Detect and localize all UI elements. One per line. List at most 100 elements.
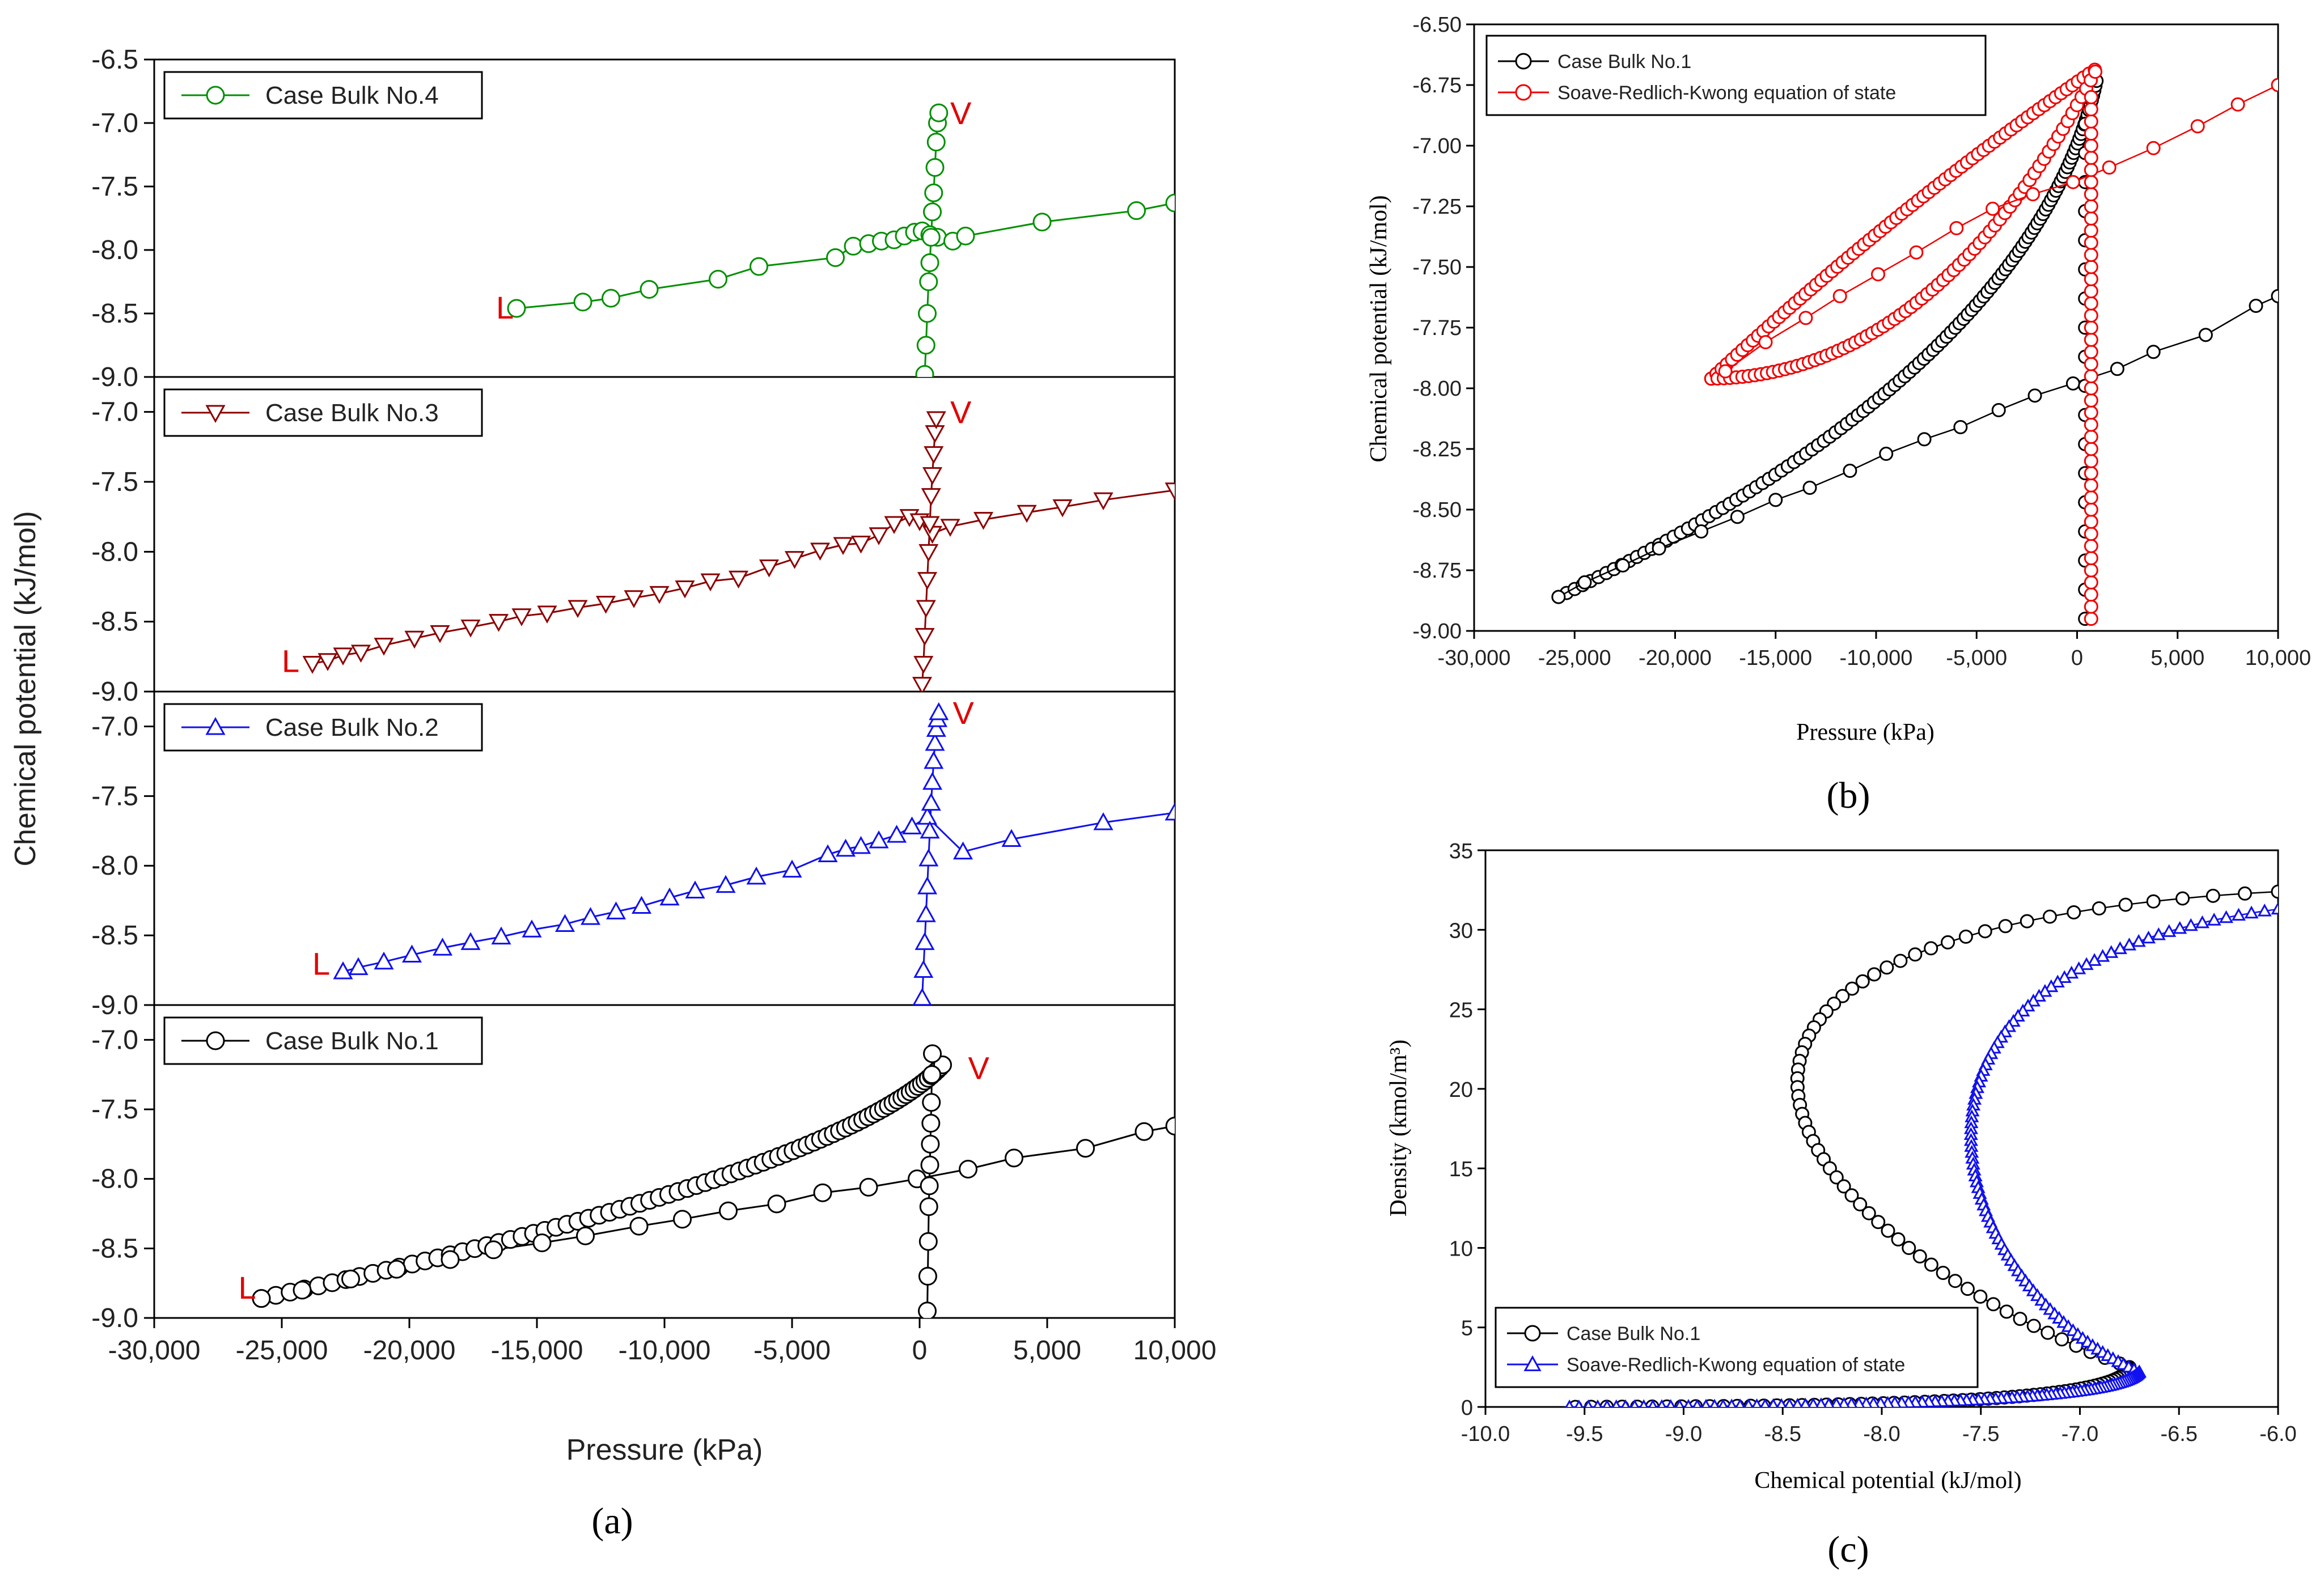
panel-a3-data-point	[973, 512, 994, 530]
panel-c-bulk-point	[2067, 905, 2081, 920]
panel-a-layer: -6.5 -7.0 -7.5 -8.0 -8.5 -9.0 Case Bulk No.4 L V…	[91, 45, 1216, 1366]
panel-c-bulk-point	[2146, 894, 2161, 909]
panel-a-frame	[153, 58, 1176, 1319]
panel-a3-annotation-v: V	[950, 395, 972, 430]
panel-a4-ytick-label: -8.0	[91, 235, 138, 265]
panel-c-legend-label-2: Soave-Redlich-Kwong equation of state	[1567, 1354, 1905, 1376]
panel-a2-data-point	[685, 880, 705, 898]
panel-b-bulk-point	[1879, 447, 1894, 461]
panel-c-srk-point	[1639, 1399, 1648, 1407]
panel-c-bulk-point	[2042, 909, 2057, 924]
panel-c-srk-point	[2231, 908, 2246, 921]
panel-c-bulk-point	[2020, 914, 2034, 929]
panel-c-xtick-label: -9.5	[1566, 1422, 1603, 1446]
panel-c-srk-point	[2162, 924, 2177, 937]
panel-a2-ytick-label: -7.0	[91, 711, 138, 741]
panel-c-ytick-label: 30	[1449, 919, 1473, 943]
panel-a3-data-point	[728, 570, 749, 589]
panel-c-srk-point	[1760, 1398, 1770, 1407]
panel-c-bulk-point	[1948, 1274, 1962, 1288]
panel-a4-vertical-point	[920, 253, 939, 272]
panel-c-srk-point	[2096, 949, 2110, 962]
panel-a3-data-point	[884, 516, 904, 535]
panel-a1-data-point	[441, 1250, 460, 1269]
panel-c-xtick-label: -6.0	[2259, 1422, 2296, 1446]
panel-b-bulk-point	[2027, 388, 2042, 403]
panel-a3-data-point	[595, 596, 616, 614]
panel-b-srk-vertical-point	[2084, 612, 2098, 626]
panel-a-xtick-label: -10,000	[619, 1336, 711, 1366]
panel-a1-legend-label: Case Bulk No.1	[265, 1027, 439, 1055]
panel-b-bulk-point	[1551, 590, 1566, 604]
panel-b-ytick-label: -7.50	[1412, 256, 1462, 279]
panel-b-legend-label-1: Case Bulk No.1	[1557, 51, 1691, 73]
panel-a3-data-point	[404, 630, 425, 649]
panel-a1-vertical-point	[922, 1093, 941, 1112]
panel-a1-annotation-l: L	[239, 1270, 256, 1305]
panel-a1-dense-line	[261, 1064, 943, 1300]
panel-c-srk-point	[2183, 918, 2198, 931]
panel-a1-data-point	[252, 1289, 271, 1308]
panel-c-srk-point	[1603, 1399, 1611, 1407]
panel-a3-data-point	[940, 519, 960, 537]
panel-a3-ytick-label: -8.0	[91, 537, 138, 567]
panel-c-srk-point	[1692, 1398, 1702, 1407]
panel-c-srk-point	[2122, 938, 2137, 951]
panel-c-xtick-label: -6.5	[2161, 1422, 2198, 1446]
panel-a3-vertical-point	[924, 446, 944, 464]
panel-c-srk-point	[1807, 1397, 1819, 1407]
panel-a3-data-point	[833, 537, 853, 556]
panel-b-srk-point	[1986, 201, 2000, 216]
panel-c-bulk-point	[2026, 1319, 2041, 1333]
panel-a2-data-point	[869, 830, 889, 849]
panel-b-srk-point	[1832, 289, 1847, 303]
panel-a4-ytick-label: -8.5	[91, 299, 138, 329]
panel-a1-data-point	[1005, 1148, 1023, 1168]
panel-b-srk-vertical-point	[2084, 223, 2098, 238]
panel-a4-data-point	[844, 236, 863, 256]
panel-a-ylabel: Chemical potential (kJ/mol)	[9, 511, 42, 866]
panel-c-bulk-point	[2118, 897, 2133, 912]
panel-b-srk-vertical-point	[2084, 138, 2098, 153]
panel-c-srk-point	[1853, 1396, 1865, 1407]
panel-c-srk-point	[1718, 1398, 1728, 1407]
panel-b-srk-vertical-point	[2084, 114, 2098, 129]
panel-b-srk-vertical-point	[2084, 235, 2098, 250]
panel-c-srk-point	[1792, 1397, 1803, 1407]
panel-c-srk-point	[1684, 1398, 1693, 1407]
panel-a1-vertical-point	[920, 1176, 939, 1196]
panel-c-srk-point	[2057, 970, 2072, 983]
panel-a2-vertical-point	[912, 987, 932, 1005]
panel-a3-annotation-l: L	[282, 643, 299, 679]
panel-b-srk-vertical-point	[2084, 502, 2098, 517]
panel-b-srk-vertical-point	[2084, 211, 2098, 226]
panel-a2-data-point	[1093, 812, 1114, 830]
panel-b-srk-vertical-point	[2084, 90, 2098, 104]
panel-c-srk-point	[1845, 1397, 1857, 1407]
panel-a4-data-point	[750, 257, 768, 276]
panel-c-chart: 0 5 10 15 20 25 30 35 -10.0 -9.5 -9.0 -8.5 -8.0 -7.5 -…	[1386, 840, 2297, 1570]
panel-c-srk-point	[2141, 930, 2156, 944]
panel-b-bulk-point	[1843, 464, 1857, 478]
panel-b-ytick-label: -9.00	[1412, 620, 1462, 643]
panel-b-srk-vertical-point	[2084, 466, 2098, 481]
panel-c-bulk-point	[2237, 886, 2252, 901]
panel-c-srk-point	[1710, 1398, 1720, 1407]
panel-b-srk-point	[2026, 187, 2041, 202]
panel-c-srk-point	[2113, 941, 2127, 955]
panel-a4-data-point	[956, 226, 975, 245]
panel-a1-data-point	[484, 1240, 503, 1260]
panel-a4-ytick-label: -9.0	[91, 362, 138, 392]
panel-c-srk-point	[1838, 1397, 1850, 1407]
panel-a2-data-point	[374, 951, 394, 970]
panel-a2-data-point	[901, 816, 922, 834]
panel-b-chart: -6.50 -6.75 -7.00 -7.25 -7.50 -7.75 -8.00 -8.25…	[1366, 13, 2311, 816]
panel-b-srk-vertical-point	[2084, 102, 2098, 117]
panel-a2-data-point	[631, 896, 652, 914]
panel-a2-vertical-point	[925, 732, 945, 751]
panel-a4-vertical-point	[921, 228, 941, 247]
panel-c-srk-point	[2207, 913, 2221, 926]
panel-a2-ytick-label: -7.5	[91, 781, 138, 811]
panel-a-xtick-label: 0	[912, 1336, 928, 1366]
